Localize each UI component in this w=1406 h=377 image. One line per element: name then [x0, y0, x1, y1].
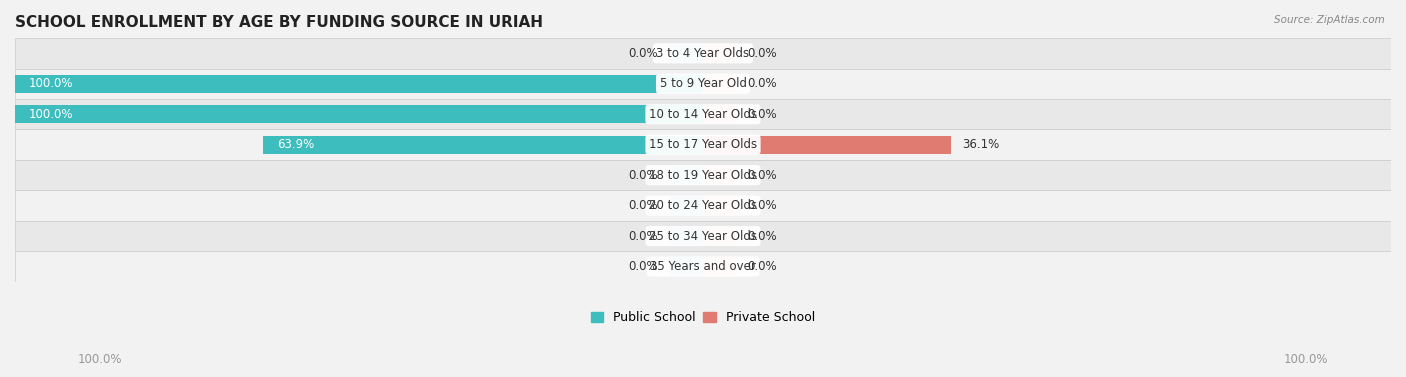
Bar: [703, 166, 737, 184]
Text: 100.0%: 100.0%: [28, 77, 73, 90]
Text: 36.1%: 36.1%: [962, 138, 998, 151]
Text: 0.0%: 0.0%: [748, 230, 778, 242]
Text: 0.0%: 0.0%: [748, 260, 778, 273]
Text: 0.0%: 0.0%: [748, 199, 778, 212]
Text: 63.9%: 63.9%: [277, 138, 315, 151]
Text: 35 Years and over: 35 Years and over: [650, 260, 756, 273]
Text: 100.0%: 100.0%: [28, 108, 73, 121]
Bar: [15, 105, 703, 123]
Text: 20 to 24 Year Olds: 20 to 24 Year Olds: [650, 199, 756, 212]
Text: 3 to 4 Year Olds: 3 to 4 Year Olds: [657, 47, 749, 60]
Bar: [15, 160, 1391, 190]
Bar: [703, 44, 737, 63]
Bar: [15, 251, 1391, 282]
Text: 0.0%: 0.0%: [628, 47, 658, 60]
Bar: [703, 257, 737, 276]
Bar: [263, 136, 703, 154]
Text: 18 to 19 Year Olds: 18 to 19 Year Olds: [650, 169, 756, 182]
Text: 0.0%: 0.0%: [748, 47, 778, 60]
Bar: [669, 166, 703, 184]
Bar: [15, 221, 1391, 251]
Text: 5 to 9 Year Old: 5 to 9 Year Old: [659, 77, 747, 90]
Text: 0.0%: 0.0%: [748, 169, 778, 182]
Text: 0.0%: 0.0%: [628, 260, 658, 273]
Bar: [703, 227, 737, 245]
Bar: [669, 196, 703, 215]
Text: 0.0%: 0.0%: [628, 199, 658, 212]
Bar: [15, 38, 1391, 69]
Text: 15 to 17 Year Olds: 15 to 17 Year Olds: [650, 138, 756, 151]
Text: 0.0%: 0.0%: [628, 169, 658, 182]
Text: Source: ZipAtlas.com: Source: ZipAtlas.com: [1274, 15, 1385, 25]
Text: 10 to 14 Year Olds: 10 to 14 Year Olds: [650, 108, 756, 121]
Legend: Public School, Private School: Public School, Private School: [586, 306, 820, 329]
Text: 25 to 34 Year Olds: 25 to 34 Year Olds: [650, 230, 756, 242]
Bar: [15, 69, 1391, 99]
Text: 100.0%: 100.0%: [1284, 353, 1329, 366]
Bar: [703, 75, 737, 93]
Bar: [15, 99, 1391, 129]
Bar: [669, 257, 703, 276]
Bar: [703, 136, 952, 154]
Bar: [669, 227, 703, 245]
Text: 0.0%: 0.0%: [628, 230, 658, 242]
Bar: [15, 190, 1391, 221]
Bar: [15, 129, 1391, 160]
Text: SCHOOL ENROLLMENT BY AGE BY FUNDING SOURCE IN URIAH: SCHOOL ENROLLMENT BY AGE BY FUNDING SOUR…: [15, 15, 543, 30]
Text: 100.0%: 100.0%: [77, 353, 122, 366]
Bar: [669, 44, 703, 63]
Text: 0.0%: 0.0%: [748, 77, 778, 90]
Bar: [15, 75, 703, 93]
Text: 0.0%: 0.0%: [748, 108, 778, 121]
Bar: [703, 105, 737, 123]
Bar: [703, 196, 737, 215]
